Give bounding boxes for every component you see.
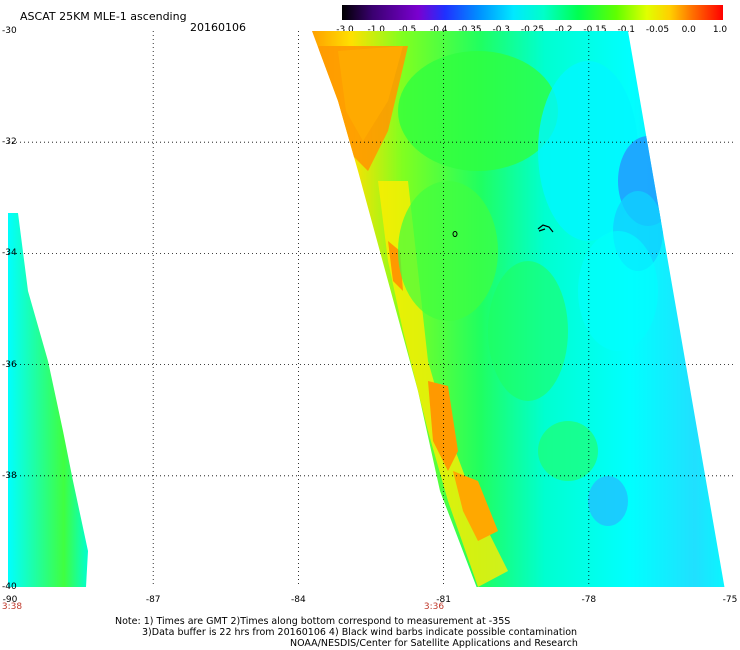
wind-divergence-map	[8, 31, 734, 587]
colorbar-tick-label: -0.4	[429, 25, 448, 35]
latitude-label: -36	[2, 359, 17, 370]
time-label-west: 3:38	[1, 602, 23, 612]
plot-title: ASCAT 25KM MLE-1 ascending	[20, 10, 187, 23]
colorbar-tick-label: -0.25	[520, 25, 545, 35]
plot-date: 20160106	[190, 21, 246, 34]
colorbar-tick-label: -0.3	[492, 25, 511, 35]
colorbar-tick-label: 0.0	[681, 25, 696, 35]
colorbar-tick-label: -0.5	[398, 25, 417, 35]
latitude-label: -32	[2, 137, 17, 148]
footer-note-1: Note: 1) Times are GMT 2)Times along bot…	[115, 616, 511, 627]
longitude-label: -87	[145, 595, 161, 605]
island-mark	[452, 231, 458, 237]
longitude-label: -84	[291, 595, 306, 605]
colorbar-tick-label: -0.15	[583, 25, 607, 35]
longitude-label: -90	[2, 595, 18, 605]
wind-barb-mark	[537, 224, 554, 233]
latitude-label: -34	[2, 248, 17, 259]
colorbar-tick-label: -3.0	[336, 25, 354, 35]
colorbar-ticks: -3.0 -1.0 -0.5 -0.4 -0.35 -0.3 -0.25 -0.2 -0.15-…	[335, 25, 730, 39]
longitude-label: -81	[436, 595, 451, 605]
footer-note-3: NOAA/NESDIS/Center for Satellite Applica…	[290, 638, 578, 649]
longitude-label: -78	[581, 595, 597, 605]
west-swath	[8, 213, 88, 587]
latitude-label: -40	[2, 582, 17, 592]
east-swath	[312, 31, 726, 587]
footer-note-2: 3)Data buffer is 22 hrs from 20160106 4)…	[142, 627, 578, 638]
colorbar-tick-label: -0.35	[458, 25, 482, 35]
colorbar	[342, 5, 723, 20]
colorbar-tick-label: 1.0	[712, 25, 728, 35]
latitude-label: -38	[2, 470, 17, 481]
colorbar-tick-label: -0.05	[645, 25, 670, 35]
longitude-label: -75	[722, 595, 738, 605]
time-label-east: 3:36	[423, 602, 445, 612]
latitude-label: -30	[2, 26, 17, 36]
colorbar-tick-label: -1.0	[367, 25, 386, 35]
colorbar-tick-label: -0.2	[554, 25, 573, 35]
colorbar-tick-label: -0.1	[617, 25, 636, 35]
graticule	[8, 31, 734, 587]
